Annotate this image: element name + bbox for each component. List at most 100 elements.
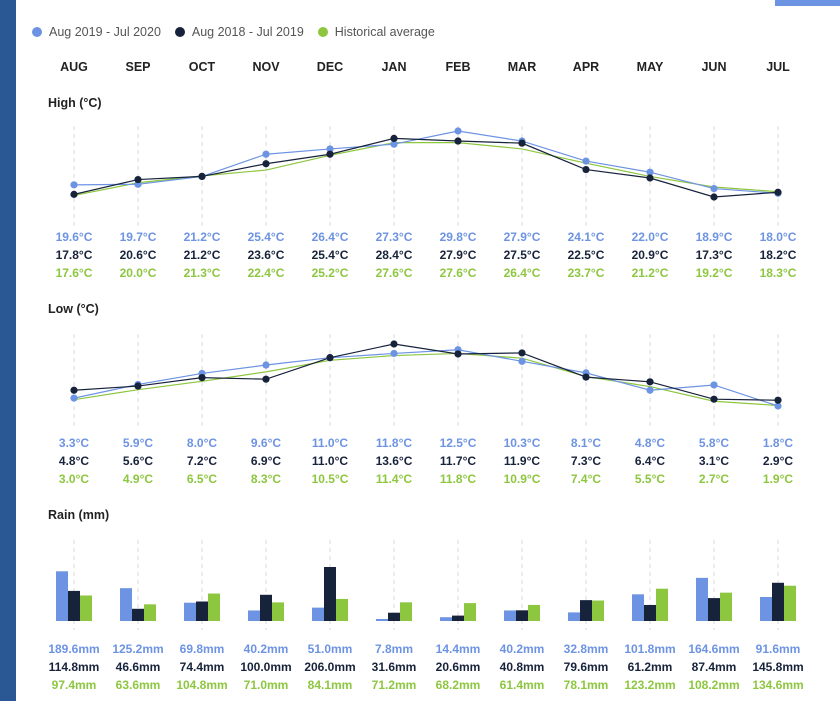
- rain-bar-historical: [336, 598, 348, 621]
- value-label-previous: 100.0mm: [240, 660, 292, 674]
- value-label-current: 9.6°C: [250, 436, 282, 450]
- rain-bar-previous: [516, 610, 528, 621]
- value-label-previous: 11.9°C: [503, 454, 541, 468]
- month-label: APR: [572, 60, 600, 74]
- legend-item-current[interactable]: Aug 2019 - Jul 2020: [32, 25, 161, 39]
- month-label: FEB: [445, 60, 471, 74]
- legend-item-previous[interactable]: Aug 2018 - Jul 2019: [174, 25, 304, 39]
- rain-bar-previous: [452, 615, 464, 621]
- value-label-previous: 40.8mm: [499, 660, 545, 674]
- rain-bar-historical: [656, 588, 668, 621]
- value-label-historical: 11.8°C: [439, 472, 477, 486]
- series-line-historical: [73, 142, 779, 197]
- data-point-previous: [134, 175, 142, 184]
- rain-bar-historical: [592, 600, 604, 621]
- rain-bar-previous: [324, 567, 336, 621]
- value-label-current: 125.2mm: [112, 642, 164, 656]
- month-label: MAR: [507, 60, 537, 74]
- month-label: MAY: [636, 60, 664, 74]
- value-label-previous: 61.2mm: [627, 660, 673, 674]
- high-temp-chart: [70, 126, 782, 226]
- data-point-previous: [774, 396, 782, 404]
- data-point-previous: [582, 165, 590, 174]
- data-point-previous: [646, 174, 654, 182]
- data-point-previous: [262, 160, 270, 168]
- value-label-historical: 6.5°C: [186, 472, 218, 486]
- value-label-current: 5.9°C: [122, 436, 154, 450]
- value-label-previous: 87.4mm: [691, 660, 737, 674]
- rain-bar-historical: [528, 604, 540, 621]
- rain-bar-historical: [208, 593, 220, 621]
- rain-bar-current: [248, 610, 260, 621]
- value-label-current: 19.7°C: [119, 230, 157, 244]
- rain-bar-previous: [772, 582, 784, 621]
- rain-bar-previous: [196, 601, 208, 621]
- value-label-current: 12.5°C: [439, 436, 477, 450]
- value-label-previous: 5.6°C: [122, 454, 154, 468]
- page-side-bar: [0, 0, 16, 701]
- data-point-previous: [198, 374, 206, 382]
- value-label-historical: 22.4°C: [247, 266, 285, 280]
- series-line-historical: [73, 352, 779, 407]
- value-label-current: 69.8mm: [179, 642, 225, 656]
- value-label-previous: 7.2°C: [186, 454, 218, 468]
- value-label-previous: 4.8°C: [58, 454, 90, 468]
- month-label: SEP: [125, 60, 151, 74]
- value-label-historical: 7.4°C: [570, 472, 602, 486]
- rain-bar-current: [312, 607, 324, 621]
- value-label-current: 10.3°C: [503, 436, 541, 450]
- rain-title: Rain (mm): [48, 508, 110, 522]
- data-point-current: [70, 181, 78, 189]
- value-label-current: 1.8°C: [762, 436, 794, 450]
- data-point-current: [646, 386, 654, 394]
- value-label-previous: 27.9°C: [439, 248, 477, 262]
- data-point-previous: [582, 373, 590, 381]
- legend-label: Aug 2018 - Jul 2019: [191, 25, 304, 39]
- value-label-current: 27.9°C: [503, 230, 541, 244]
- value-label-current: 18.9°C: [695, 230, 733, 244]
- value-label-current: 8.0°C: [186, 436, 218, 450]
- data-point-current: [326, 145, 334, 153]
- legend-dot: [174, 27, 185, 37]
- data-point-previous: [646, 378, 654, 386]
- value-label-previous: 20.9°C: [631, 248, 669, 262]
- data-point-current: [646, 168, 654, 176]
- value-label-current: 91.6mm: [755, 642, 801, 656]
- rain-bar-current: [504, 610, 516, 621]
- data-point-current: [774, 402, 782, 410]
- month-label: NOV: [252, 60, 280, 74]
- value-label-historical: 10.9°C: [503, 472, 541, 486]
- low-temp-chart: [70, 334, 782, 430]
- value-label-current: 7.8mm: [374, 642, 414, 656]
- rain-bar-current: [440, 617, 452, 621]
- month-label: OCT: [188, 60, 216, 74]
- data-point-current: [70, 394, 78, 402]
- high-temp-title: High (°C): [48, 96, 102, 110]
- value-label-historical: 108.2mm: [688, 678, 740, 692]
- value-label-historical: 26.4°C: [503, 266, 541, 280]
- value-label-previous: 11.0°C: [311, 454, 349, 468]
- legend-item-historical[interactable]: Historical average: [317, 25, 435, 39]
- low-temp-values: 3.3°C 5.9°C 8.0°C 9.6°C 11.0°C 11.8°C 12.5°C 10…: [0, 436, 840, 490]
- value-label-historical: 104.8mm: [176, 678, 228, 692]
- data-point-current: [390, 140, 398, 148]
- value-label-current: 11.0°C: [311, 436, 349, 450]
- value-label-previous: 114.8mm: [48, 660, 100, 674]
- series-line-previous: [73, 343, 779, 401]
- value-label-current: 189.6mm: [48, 642, 100, 656]
- value-label-historical: 97.4mm: [51, 678, 97, 692]
- data-point-previous: [390, 134, 398, 142]
- value-label-previous: 17.8°C: [55, 248, 93, 262]
- value-label-current: 21.2°C: [183, 230, 221, 244]
- value-label-historical: 18.3°C: [759, 266, 797, 280]
- data-point-previous: [70, 190, 78, 198]
- rain-bar-previous: [388, 612, 400, 621]
- value-label-historical: 23.7°C: [567, 266, 605, 280]
- rain-values: 189.6mm 125.2mm 69.8mm 40.2mm 51.0mm 7.8mm 14.…: [0, 642, 840, 696]
- value-label-previous: 3.1°C: [698, 454, 730, 468]
- value-label-current: 18.0°C: [759, 230, 797, 244]
- value-label-previous: 31.6mm: [371, 660, 417, 674]
- rain-bar-previous: [260, 594, 272, 621]
- value-label-previous: 79.6mm: [563, 660, 609, 674]
- value-label-current: 11.8°C: [375, 436, 413, 450]
